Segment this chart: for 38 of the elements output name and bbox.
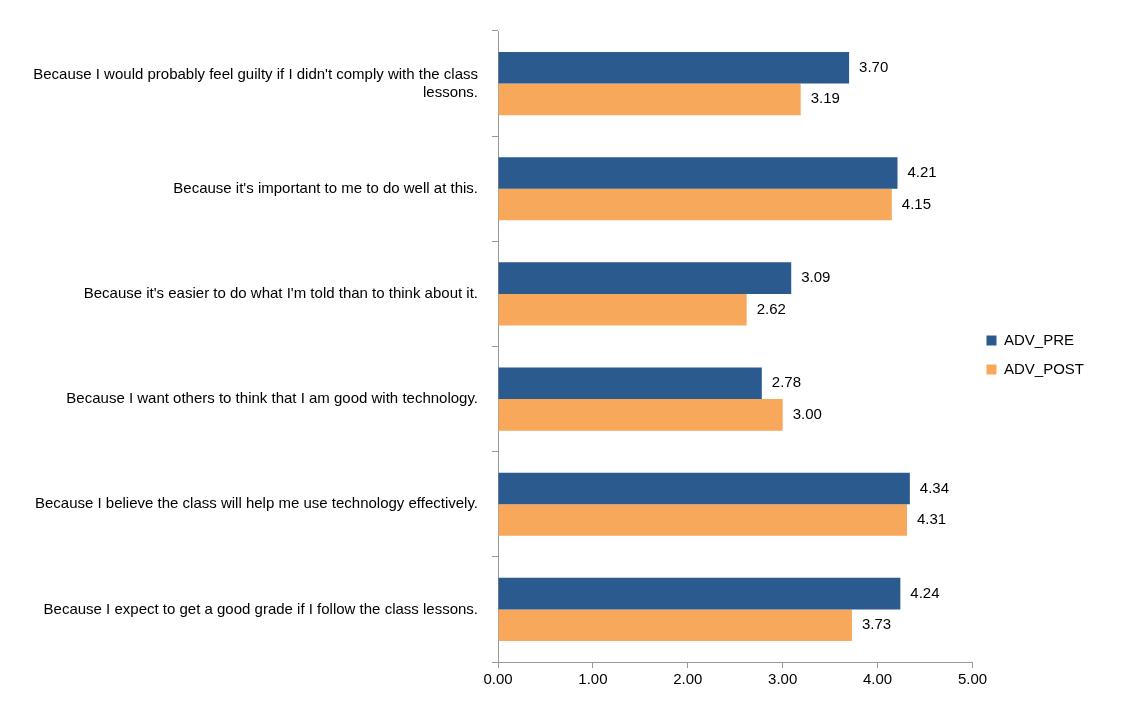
y-tick-label: Because I believe the class will help me use technology effectively. xyxy=(34,494,478,512)
y-tick-label: Because I expect to get a good grade if I follow the class lessons. xyxy=(43,599,478,617)
bar xyxy=(498,472,910,505)
y-tick-label: Because it's easier to do what I'm told than to think about it. xyxy=(83,284,478,302)
bar xyxy=(498,83,801,116)
data-label: 4.15 xyxy=(901,194,932,212)
data-label: 3.73 xyxy=(861,615,892,633)
legend-label: ADV_PRE xyxy=(1003,330,1075,348)
bar xyxy=(498,52,850,84)
bar xyxy=(498,293,747,326)
data-label: 2.78 xyxy=(771,373,802,391)
data-label: 4.31 xyxy=(917,510,947,528)
data-label: 3.00 xyxy=(792,405,822,422)
data-label: 3.19 xyxy=(810,89,840,107)
x-tick-label: 2.00 xyxy=(673,670,703,688)
y-tick-label: Because I would probably feel guilty if I didn't comply with the class lessons. xyxy=(33,64,478,100)
bar xyxy=(498,504,907,536)
data-label: 4.34 xyxy=(919,478,950,496)
x-tick-label: 3.00 xyxy=(768,670,798,688)
x-tick-label: 4.00 xyxy=(862,670,893,688)
bar xyxy=(498,577,901,610)
data-label: 4.24 xyxy=(910,583,940,601)
bar xyxy=(498,188,892,221)
data-label: 2.62 xyxy=(756,299,786,317)
bar xyxy=(498,262,792,294)
bar xyxy=(498,367,762,400)
bar xyxy=(498,157,898,189)
data-label: 3.09 xyxy=(801,268,831,286)
y-tick-label: Because I want others to think that I am good with technology. xyxy=(66,389,478,407)
data-label: 4.21 xyxy=(907,163,937,181)
x-tick-label: 1.00 xyxy=(578,670,608,688)
legend-label: ADV_POST xyxy=(1003,359,1085,377)
bar xyxy=(498,399,783,431)
data-label: 3.70 xyxy=(859,57,889,75)
y-tick-label: Because it's important to me to do well at this. xyxy=(173,178,478,196)
x-tick-label: 5.00 xyxy=(957,670,988,688)
x-tick-label: 0.00 xyxy=(483,670,513,688)
bar xyxy=(498,609,852,641)
